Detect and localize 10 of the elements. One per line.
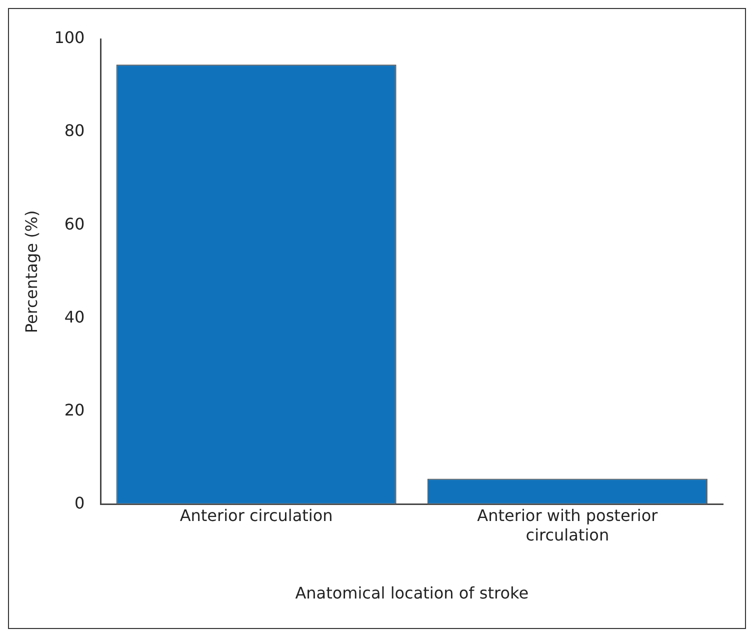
- y-axis-title: Percentage (%): [22, 210, 41, 334]
- y-tick-label: 0: [74, 494, 85, 513]
- y-tick-label: 100: [54, 28, 85, 48]
- x-tick-label: Anterior with posterior circulation: [477, 506, 658, 544]
- y-tick-label: 80: [64, 121, 85, 140]
- y-tick-label: 40: [64, 307, 85, 326]
- y-tick-label: 60: [64, 214, 85, 234]
- x-axis-title: Anatomical location of stroke: [295, 584, 529, 603]
- x-tick-label: Anterior circulation: [180, 506, 333, 526]
- y-tick-label: 20: [64, 400, 85, 420]
